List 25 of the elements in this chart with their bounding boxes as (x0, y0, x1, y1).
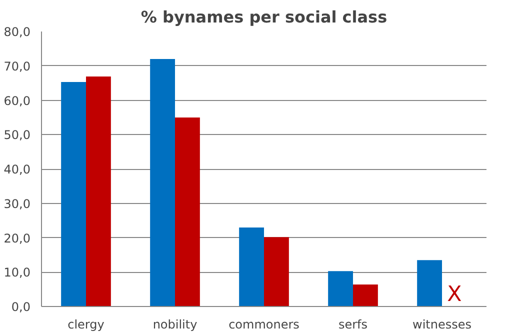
x-tick-label: serfs (338, 318, 368, 332)
y-tick-label: 40,0 (4, 162, 30, 176)
y-tick-label: 70,0 (4, 59, 30, 74)
x-tick-label: commoners (228, 318, 300, 332)
bar (239, 227, 264, 306)
chart-title: % bynames per social class (140, 8, 388, 26)
x-tick-label: witnesses (412, 318, 472, 332)
y-tick-label: 10,0 (4, 266, 30, 280)
bar (86, 76, 111, 306)
bar (353, 284, 378, 306)
y-tick-label: 30,0 (4, 196, 30, 211)
bar (61, 82, 86, 306)
x-tick-label: nobility (152, 318, 198, 332)
y-tick-label: 50,0 (4, 128, 30, 142)
y-tick-label: 0,0 (11, 300, 31, 314)
y-tick-label: 80,0 (4, 25, 30, 39)
bar (417, 260, 442, 306)
bar (328, 271, 353, 306)
bar (264, 237, 289, 306)
x-tick-label: clergy (68, 318, 104, 332)
y-tick-label: 60,0 (4, 94, 30, 108)
annotation: X (447, 282, 462, 307)
bar (175, 117, 200, 306)
y-tick-label: 20,0 (4, 231, 30, 246)
bar (150, 59, 175, 306)
